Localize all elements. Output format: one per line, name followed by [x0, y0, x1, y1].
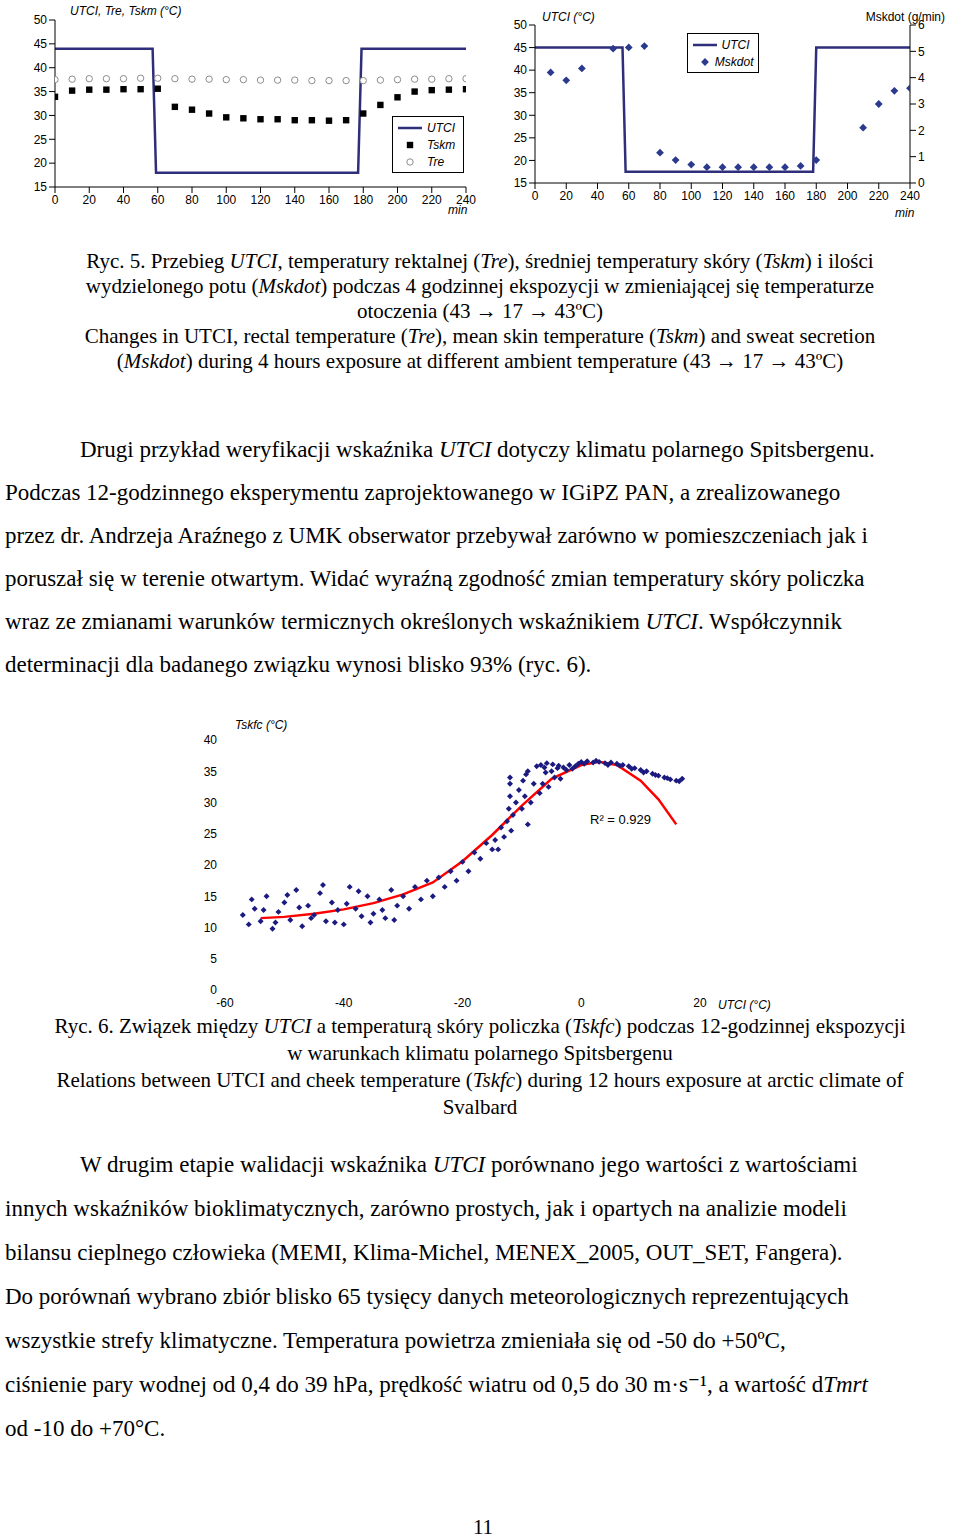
svg-text:40: 40 [514, 63, 528, 77]
svg-text:15: 15 [204, 890, 218, 904]
svg-text:100: 100 [681, 189, 701, 203]
svg-text:120: 120 [712, 189, 732, 203]
svg-text:40: 40 [117, 193, 131, 207]
svg-text:20: 20 [83, 193, 97, 207]
svg-text:140: 140 [285, 193, 305, 207]
svg-text:160: 160 [319, 193, 339, 207]
svg-text:50: 50 [34, 13, 48, 27]
svg-text:10: 10 [204, 921, 218, 935]
svg-text:0: 0 [52, 193, 59, 207]
svg-text:50: 50 [514, 18, 528, 32]
svg-text:180: 180 [353, 193, 373, 207]
svg-text:25: 25 [204, 827, 218, 841]
svg-text:35: 35 [204, 765, 218, 779]
svg-text:80: 80 [653, 189, 667, 203]
svg-text:120: 120 [250, 193, 270, 207]
svg-text:0: 0 [578, 996, 585, 1010]
svg-text:5: 5 [210, 952, 217, 966]
svg-text:80: 80 [185, 193, 199, 207]
svg-text:3: 3 [918, 97, 925, 111]
svg-text:-20: -20 [454, 996, 472, 1010]
svg-text:240: 240 [900, 189, 920, 203]
svg-text:-40: -40 [335, 996, 353, 1010]
svg-text:0: 0 [532, 189, 539, 203]
svg-text:35: 35 [34, 85, 48, 99]
svg-text:20: 20 [34, 156, 48, 170]
svg-text:60: 60 [151, 193, 165, 207]
svg-text:200: 200 [387, 193, 407, 207]
svg-text:5: 5 [918, 45, 925, 59]
svg-text:30: 30 [514, 109, 528, 123]
svg-text:60: 60 [622, 189, 636, 203]
svg-text:20: 20 [560, 189, 574, 203]
svg-text:0: 0 [210, 983, 217, 997]
svg-text:40: 40 [204, 733, 218, 747]
svg-text:160: 160 [775, 189, 795, 203]
svg-text:35: 35 [514, 86, 528, 100]
svg-text:220: 220 [422, 193, 442, 207]
svg-text:140: 140 [744, 189, 764, 203]
svg-text:30: 30 [34, 109, 48, 123]
svg-text:-60: -60 [216, 996, 234, 1010]
svg-text:180: 180 [806, 189, 826, 203]
svg-text:25: 25 [34, 133, 48, 147]
svg-text:40: 40 [591, 189, 605, 203]
svg-text:45: 45 [34, 37, 48, 51]
svg-text:1: 1 [918, 150, 925, 164]
svg-text:2: 2 [918, 124, 925, 138]
svg-text:20: 20 [204, 858, 218, 872]
svg-text:15: 15 [514, 176, 528, 190]
svg-text:15: 15 [34, 180, 48, 194]
svg-text:200: 200 [837, 189, 857, 203]
svg-text:4: 4 [918, 71, 925, 85]
svg-text:30: 30 [204, 796, 218, 810]
svg-text:0: 0 [918, 176, 925, 190]
svg-text:20: 20 [693, 996, 707, 1010]
svg-text:220: 220 [869, 189, 889, 203]
svg-text:45: 45 [514, 41, 528, 55]
svg-text:100: 100 [216, 193, 236, 207]
svg-text:20: 20 [514, 154, 528, 168]
svg-text:40: 40 [34, 61, 48, 75]
svg-text:25: 25 [514, 131, 528, 145]
